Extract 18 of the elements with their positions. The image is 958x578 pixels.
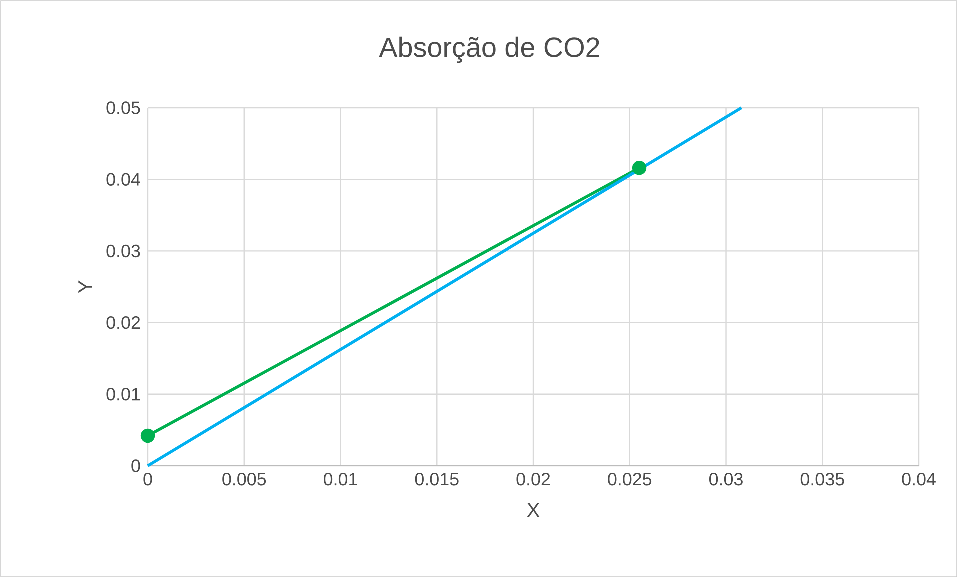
x-tick-label: 0 [144, 473, 152, 486]
x-tick-label: 0.015 [415, 473, 459, 486]
y-tick-label: 0.03 [106, 244, 140, 258]
x-tick-label: 0.04 [902, 473, 936, 486]
x-axis-title: X [527, 503, 540, 518]
y-tick-label: 0.05 [106, 102, 140, 114]
x-tick-label: 0.005 [222, 473, 266, 486]
x-tick-label: 0.035 [800, 473, 844, 486]
y-tick-label: 0 [132, 460, 140, 472]
y-tick-label: 0.04 [106, 173, 140, 186]
x-tick-label: 0.025 [608, 473, 652, 486]
y-axis-title: Y [78, 280, 92, 294]
chart-title: Absorção de CO2 [379, 36, 600, 64]
y-tick-label: 0.01 [106, 388, 140, 401]
x-tick-label: 0.02 [516, 473, 550, 486]
y-tick-label: 0.02 [106, 316, 140, 330]
x-tick-label: 0.03 [709, 473, 743, 486]
x-tick-label: 0.01 [324, 473, 358, 486]
